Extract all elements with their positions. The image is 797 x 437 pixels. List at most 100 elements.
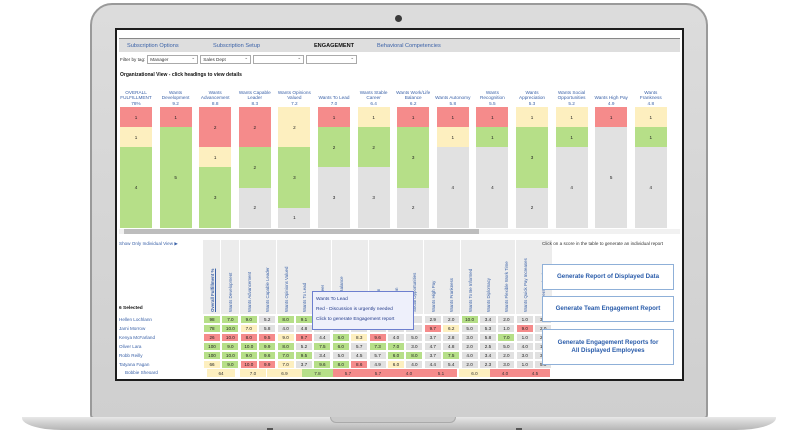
score-cell[interactable]: 10.0 bbox=[460, 315, 479, 324]
score-cell[interactable]: 7.0 bbox=[221, 315, 240, 324]
score-cell[interactable]: 7.0 bbox=[497, 333, 516, 342]
bar-heading[interactable]: Wants Capable Leader 8.3 bbox=[237, 80, 273, 106]
score-cell[interactable]: 5.4 bbox=[442, 360, 461, 369]
bar-heading[interactable]: Wants Advancement 8.8 bbox=[197, 80, 233, 106]
bar-heading[interactable]: Wants Development 9.2 bbox=[158, 80, 194, 106]
bar-heading[interactable]: Wants Frankness 4.8 bbox=[633, 80, 669, 106]
score-cell[interactable]: 9.7 bbox=[295, 333, 313, 342]
score-cell[interactable]: 8.0 bbox=[331, 360, 350, 369]
score-cell[interactable]: 9.0 bbox=[515, 324, 534, 333]
bar-segment-gray[interactable]: 2 bbox=[238, 187, 271, 228]
bar-segment-yellow[interactable]: 1 bbox=[120, 127, 152, 148]
bar-segment-red[interactable]: 2 bbox=[199, 107, 232, 148]
score-cell[interactable]: 10.0 bbox=[239, 342, 258, 351]
score-cell[interactable]: 9.9 bbox=[258, 360, 277, 369]
score-cell[interactable]: 7.8 bbox=[302, 369, 333, 377]
score-cell[interactable]: 9.0 bbox=[221, 342, 240, 351]
horizontal-scrollbar[interactable] bbox=[119, 229, 680, 234]
score-cell[interactable]: 4.4 bbox=[423, 360, 442, 369]
bar-segment-gray[interactable]: 5 bbox=[595, 127, 628, 228]
bar-segment-gray[interactable]: 2 bbox=[397, 187, 430, 228]
bar-segment-green[interactable]: 3 bbox=[199, 167, 232, 228]
score-cell[interactable]: 4.9 bbox=[368, 360, 387, 369]
scrollbar-thumb[interactable] bbox=[124, 229, 479, 234]
bar-heading[interactable]: Wants Opinions Valued 7.2 bbox=[276, 80, 312, 106]
bar-heading[interactable]: Wants Recognition 5.5 bbox=[474, 80, 510, 106]
score-cell[interactable]: 4.8 bbox=[442, 342, 461, 351]
score-cell[interactable]: 5.0 bbox=[460, 324, 479, 333]
column-header[interactable]: Wants To Lead bbox=[295, 240, 313, 314]
bar-heading[interactable]: Wants High Pay 4.9 bbox=[593, 80, 629, 106]
column-header[interactable]: Overall Fulfillment % bbox=[203, 240, 221, 314]
bar-segment-red[interactable]: 1 bbox=[595, 107, 628, 128]
score-cell[interactable]: 10.0 bbox=[239, 360, 258, 369]
bar-segment-red[interactable]: 1 bbox=[476, 107, 509, 128]
score-cell[interactable]: 7.0 bbox=[239, 324, 258, 333]
score-cell[interactable]: 9.5 bbox=[295, 351, 313, 360]
bar-heading[interactable]: Wants Autonomy 5.8 bbox=[435, 80, 471, 106]
score-cell[interactable]: 3.0 bbox=[497, 360, 516, 369]
bar-segment-yellow[interactable]: 1 bbox=[357, 107, 390, 128]
bar-segment-green[interactable]: 3 bbox=[397, 127, 430, 188]
column-header[interactable]: Wants Diplomacy bbox=[479, 240, 497, 314]
score-cell[interactable]: 5.7 bbox=[368, 351, 387, 360]
bar-heading[interactable]: Wants Appreciation 5.3 bbox=[514, 80, 550, 106]
tab-subscription-setup[interactable]: Subscription Setup bbox=[213, 42, 260, 49]
score-cell[interactable]: 5.0 bbox=[331, 351, 350, 360]
score-cell[interactable]: 10.0 bbox=[221, 324, 240, 333]
bar-segment-red[interactable]: 1 bbox=[436, 107, 469, 128]
score-cell[interactable]: 9.6 bbox=[368, 333, 387, 342]
score-cell[interactable]: 5.0 bbox=[405, 333, 424, 342]
score-cell[interactable]: 3.7 bbox=[423, 333, 442, 342]
employee-name[interactable]: Hellen Lochlann bbox=[119, 316, 152, 322]
bar-segment-red[interactable]: 1 bbox=[120, 107, 152, 128]
score-cell[interactable]: 2.9 bbox=[423, 315, 442, 324]
score-cell[interactable]: 3.0 bbox=[460, 333, 479, 342]
score-cell[interactable]: 7.0 bbox=[276, 360, 295, 369]
score-cell[interactable]: 8.0 bbox=[276, 315, 295, 324]
bar-heading[interactable]: Wants Work/Life Balance 6.2 bbox=[395, 80, 431, 106]
score-cell[interactable]: 66 bbox=[203, 360, 221, 369]
bar-segment-gray[interactable]: 4 bbox=[476, 147, 509, 228]
score-cell[interactable]: 9.1 bbox=[295, 315, 313, 324]
score-cell[interactable]: 6.2 bbox=[442, 324, 461, 333]
score-cell[interactable]: 2.0 bbox=[497, 351, 516, 360]
bar-segment-green[interactable]: 1 bbox=[634, 127, 667, 148]
score-cell[interactable]: 7.0 bbox=[240, 369, 266, 377]
bar-segment-yellow[interactable]: 1 bbox=[634, 107, 667, 128]
score-cell[interactable]: 100 bbox=[203, 351, 221, 360]
score-cell[interactable]: 6.0 bbox=[331, 333, 350, 342]
filter-select-2[interactable]: Sales Dept bbox=[200, 55, 252, 64]
score-cell[interactable]: 26 bbox=[203, 333, 221, 342]
score-cell[interactable]: 9.5 bbox=[258, 333, 277, 342]
score-cell[interactable]: 3.4 bbox=[313, 351, 332, 360]
bar-segment-green[interactable]: 2 bbox=[318, 127, 350, 168]
score-cell[interactable]: 9.9 bbox=[258, 342, 277, 351]
bar-heading[interactable]: OVERALL FULFILLMENT 78% bbox=[118, 80, 154, 106]
filter-select-3[interactable] bbox=[253, 55, 305, 64]
employee-name[interactable]: Jami Morrow bbox=[119, 325, 146, 331]
tooltip-action[interactable]: Click to generate Engagement report bbox=[316, 317, 395, 322]
score-cell[interactable]: 2.0 bbox=[442, 315, 461, 324]
score-cell[interactable]: 4.8 bbox=[295, 324, 313, 333]
bar-segment-gray[interactable]: 4 bbox=[634, 147, 667, 228]
score-cell[interactable]: 7.0 bbox=[276, 351, 295, 360]
score-cell[interactable]: 3.0 bbox=[405, 342, 424, 351]
bar-segment-gray[interactable]: 4 bbox=[555, 147, 588, 228]
filter-select-1[interactable]: Manager bbox=[147, 55, 199, 64]
employee-name[interactable]: Bobbie Sheoard bbox=[125, 370, 158, 375]
score-cell[interactable]: 10.0 bbox=[221, 351, 240, 360]
employee-name[interactable]: Robb Reilly bbox=[119, 352, 143, 358]
score-cell[interactable]: 9.0 bbox=[221, 360, 240, 369]
score-cell[interactable]: 2.0 bbox=[460, 342, 479, 351]
